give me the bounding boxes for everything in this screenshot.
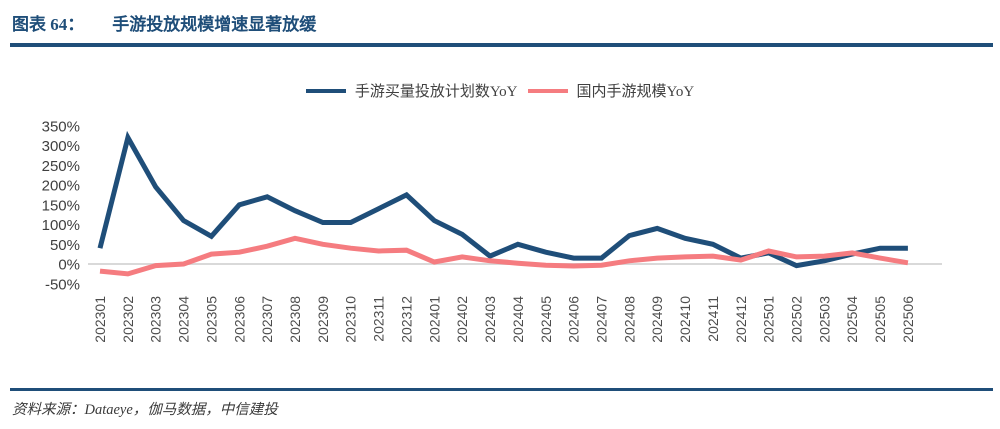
x-axis-tick-label: 202407	[593, 296, 609, 343]
chart-title: 图表 64： 手游投放规模增速显著放缓	[12, 10, 986, 35]
x-axis-tick-label: 202311	[371, 296, 387, 342]
x-axis-tick-label: 202501	[761, 296, 777, 343]
y-axis-tick-label: 0%	[58, 257, 80, 274]
y-axis-tick-label: 150%	[42, 197, 80, 214]
title-divider-rule	[10, 43, 993, 47]
x-axis-tick-label: 202312	[398, 296, 414, 343]
x-axis-tick-label: 202307	[259, 296, 275, 343]
x-axis-tick-label: 202506	[900, 296, 916, 343]
x-axis-tick-label: 202306	[231, 296, 247, 343]
x-axis-tick-label: 202503	[816, 296, 832, 343]
x-axis-tick-label: 202305	[203, 296, 219, 343]
x-axis-tick-label: 202412	[733, 296, 749, 343]
chart-legend: 手游买量投放计划数YoY 国内手游规模YoY	[0, 80, 1000, 101]
x-axis-tick-label: 202406	[566, 296, 582, 343]
x-axis-tick-label: 202403	[482, 296, 498, 343]
footer-divider-rule	[10, 388, 993, 391]
legend-item-market-scale-yoy: 国内手游规模YoY	[527, 80, 695, 101]
y-axis-tick-label: 300%	[42, 138, 80, 155]
y-axis-tick-label: 100%	[42, 217, 80, 234]
x-axis-tick-label: 202408	[621, 296, 637, 343]
pink-line-swatch-icon	[527, 88, 568, 93]
source-note: 资料来源：Dataeye，伽马数据，中信建投	[12, 398, 278, 419]
x-axis-tick-label: 202409	[649, 296, 665, 343]
source-label: 资料来源：	[12, 402, 85, 418]
x-axis-tick-label: 202310	[343, 296, 359, 343]
x-axis-tick-label: 202303	[148, 296, 164, 343]
source-value: Dataeye，伽马数据，中信建投	[84, 402, 278, 418]
x-axis-tick-label: 202401	[426, 296, 442, 343]
series-line-0	[97, 130, 908, 269]
x-axis-tick-label: 202304	[176, 296, 192, 343]
x-axis-tick-label: 202302	[120, 296, 136, 343]
figure-number-label: 图表 64：	[12, 15, 85, 34]
page-title: 手游投放规模增速显著放缓	[112, 15, 317, 34]
y-axis-tick-label: 350%	[42, 118, 80, 135]
x-axis-tick-label: 202309	[315, 296, 331, 343]
x-axis-tick-label: 202504	[844, 296, 860, 343]
x-axis-tick-label: 202402	[454, 296, 470, 343]
y-axis-tick-label: 50%	[50, 237, 80, 254]
y-axis-tick-label: 250%	[42, 158, 80, 175]
x-axis-tick-label: 202411	[705, 296, 721, 342]
y-axis-tick-label: 200%	[42, 178, 80, 195]
x-axis-tick-label: 202405	[538, 296, 554, 343]
legend-label-market-scale-yoy: 国内手游规模YoY	[576, 84, 695, 100]
x-axis-tick-label: 202301	[92, 296, 108, 343]
legend-label-plan-count-yoy: 手游买量投放计划数YoY	[354, 84, 518, 100]
y-axis-tick-label: -50%	[45, 276, 80, 293]
blue-line-swatch-icon	[305, 88, 346, 93]
x-axis-tick-label: 202410	[677, 296, 693, 343]
x-axis-tick-label: 202502	[789, 296, 805, 343]
series-line-1	[99, 235, 909, 277]
x-axis-tick-label: 202308	[287, 296, 303, 343]
x-axis-tick-label: 202404	[510, 296, 526, 343]
legend-item-plan-count-yoy: 手游买量投放计划数YoY	[305, 80, 518, 101]
x-axis-tick-label: 202505	[872, 296, 888, 343]
